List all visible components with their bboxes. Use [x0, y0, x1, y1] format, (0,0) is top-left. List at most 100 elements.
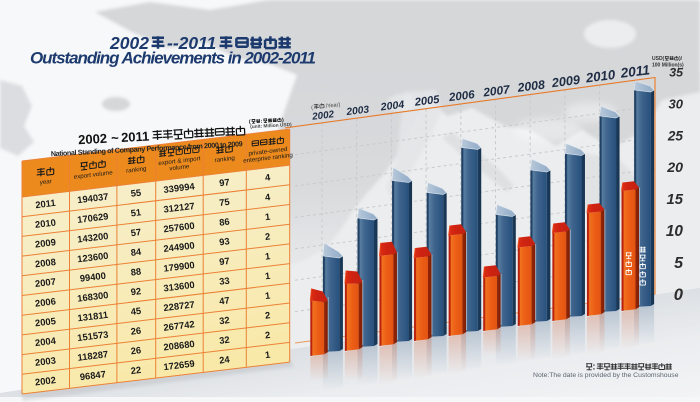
- svg-text:4: 4: [264, 191, 271, 203]
- svg-text:volume: volume: [169, 163, 190, 172]
- svg-text:257600: 257600: [163, 220, 195, 235]
- svg-text:194037: 194037: [77, 191, 109, 206]
- svg-text:24: 24: [219, 353, 231, 365]
- svg-text:1: 1: [264, 290, 270, 302]
- svg-text:2004: 2004: [34, 335, 57, 348]
- svg-text:)/: )/: [679, 56, 683, 62]
- svg-text:2008: 2008: [516, 78, 546, 95]
- svg-text:2007: 2007: [482, 82, 512, 99]
- svg-text:131811: 131811: [77, 309, 109, 324]
- svg-text:1: 1: [264, 211, 270, 223]
- svg-text:ranking: ranking: [215, 155, 236, 164]
- svg-text:2009: 2009: [550, 73, 581, 90]
- svg-text:97: 97: [219, 176, 231, 188]
- svg-text:2009: 2009: [34, 236, 56, 249]
- svg-text:118287: 118287: [77, 348, 109, 363]
- svg-text:30: 30: [669, 96, 684, 111]
- svg-text:USD(: USD(: [652, 56, 665, 62]
- svg-text:2005: 2005: [34, 315, 56, 328]
- svg-text:20: 20: [666, 160, 683, 176]
- svg-text:2: 2: [264, 309, 270, 321]
- svg-text:96847: 96847: [79, 368, 106, 382]
- svg-text:2006: 2006: [34, 295, 56, 308]
- svg-text:92: 92: [130, 285, 142, 297]
- svg-text:2002: 2002: [34, 374, 56, 387]
- svg-text:55: 55: [130, 187, 142, 199]
- svg-text:88: 88: [130, 265, 142, 277]
- svg-text:179900: 179900: [163, 259, 195, 274]
- svg-text:(: (: [249, 119, 251, 125]
- svg-text:26: 26: [130, 344, 142, 356]
- svg-text:172659: 172659: [163, 358, 195, 373]
- svg-text:151573: 151573: [77, 329, 109, 344]
- svg-text:(unit: Million USD): (unit: Million USD): [250, 122, 292, 130]
- svg-text:228727: 228727: [163, 299, 195, 314]
- svg-text:(: (: [311, 105, 314, 111]
- svg-text:2: 2: [264, 329, 270, 341]
- svg-text:208680: 208680: [163, 338, 195, 353]
- svg-text:123600: 123600: [77, 250, 109, 265]
- svg-text:170629: 170629: [77, 210, 109, 225]
- svg-text:35: 35: [669, 66, 684, 80]
- svg-text:ranking: ranking: [126, 165, 147, 174]
- svg-text:25: 25: [667, 128, 684, 143]
- svg-text:168300: 168300: [77, 289, 109, 304]
- svg-text:private-owned: private-owned: [249, 146, 288, 158]
- svg-text:year: year: [40, 178, 52, 186]
- svg-text:84: 84: [130, 246, 142, 258]
- svg-text:267742: 267742: [163, 318, 195, 333]
- svg-text:75: 75: [219, 196, 231, 208]
- svg-text:2002: 2002: [78, 131, 108, 147]
- svg-text:2003: 2003: [34, 354, 56, 367]
- svg-text:2002: 2002: [109, 33, 149, 53]
- svg-text:1: 1: [264, 250, 270, 262]
- svg-text:2006: 2006: [447, 89, 475, 104]
- svg-text:2011: 2011: [121, 129, 150, 145]
- svg-text:2010: 2010: [34, 217, 56, 230]
- svg-text:22: 22: [130, 364, 142, 376]
- svg-text:2002: 2002: [311, 109, 336, 123]
- svg-text:0: 0: [674, 285, 684, 304]
- svg-text:2011: 2011: [619, 62, 651, 81]
- svg-text:33: 33: [219, 275, 231, 287]
- svg-text::: :: [592, 362, 595, 372]
- svg-text:5: 5: [674, 255, 684, 272]
- svg-text:1: 1: [264, 349, 270, 361]
- svg-text:57: 57: [130, 226, 142, 238]
- svg-text:2010: 2010: [584, 67, 617, 86]
- svg-text:99400: 99400: [79, 270, 106, 284]
- svg-text:47: 47: [219, 294, 231, 306]
- svg-text::: :: [261, 119, 263, 125]
- svg-text:2004: 2004: [379, 99, 405, 114]
- svg-text:2007: 2007: [34, 276, 56, 289]
- svg-text:--2011: --2011: [167, 33, 216, 53]
- svg-text:Note:The date is provided by t: Note:The date is provided by the Customs…: [533, 372, 679, 379]
- svg-text:32: 32: [219, 314, 231, 326]
- svg-text:10: 10: [666, 223, 684, 240]
- svg-text:312127: 312127: [163, 200, 195, 215]
- svg-text:15: 15: [667, 192, 684, 208]
- svg-text:2: 2: [264, 230, 270, 242]
- svg-text:93: 93: [219, 235, 231, 247]
- svg-text:32: 32: [219, 334, 231, 346]
- svg-text:2005: 2005: [413, 94, 441, 109]
- svg-text:51: 51: [130, 206, 142, 218]
- svg-text:244900: 244900: [163, 239, 195, 254]
- svg-text:1: 1: [264, 270, 270, 282]
- svg-text:100 Million(s): 100 Million(s): [652, 63, 684, 69]
- svg-text:): ): [282, 118, 284, 124]
- svg-text:2011: 2011: [35, 197, 57, 210]
- svg-text:313600: 313600: [163, 279, 195, 294]
- svg-text:2008: 2008: [34, 256, 56, 269]
- svg-text:26: 26: [130, 325, 142, 337]
- svg-text:/Year): /Year): [325, 102, 340, 110]
- svg-text:97: 97: [219, 255, 231, 267]
- svg-text:339994: 339994: [163, 180, 196, 195]
- svg-text:~: ~: [111, 130, 120, 145]
- svg-text:45: 45: [130, 305, 142, 317]
- svg-text:2003: 2003: [345, 104, 370, 118]
- svg-text:143200: 143200: [77, 230, 109, 245]
- svg-text:export volume: export volume: [74, 169, 113, 181]
- svg-text:86: 86: [219, 216, 231, 228]
- svg-text:Outstanding Achievements in 20: Outstanding Achievements in 2002-2011: [30, 49, 316, 68]
